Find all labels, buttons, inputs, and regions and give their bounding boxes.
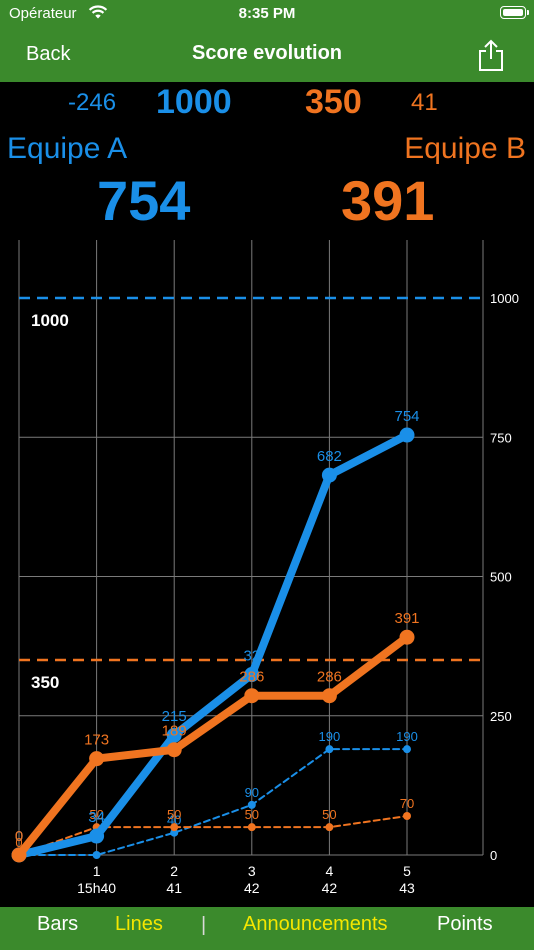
data-label: 754 — [394, 408, 419, 425]
data-label: 32 — [243, 648, 260, 665]
team-b-name: Equipe B — [404, 132, 526, 165]
data-point-round — [403, 812, 411, 821]
data-point-total — [244, 688, 260, 704]
data-point-total — [321, 467, 337, 483]
share-icon[interactable] — [476, 38, 506, 72]
data-point-total — [166, 742, 182, 758]
data-point-round — [325, 745, 334, 754]
series-line-round — [18, 815, 408, 856]
tab-bars[interactable]: Bars — [37, 913, 79, 935]
x-tick-label: 2 — [170, 863, 178, 879]
data-label: 90 — [245, 785, 259, 800]
team-b-target: 350 — [305, 83, 362, 121]
data-label: 50 — [322, 807, 336, 822]
data-point-total — [244, 667, 260, 683]
data-label: 0 — [15, 828, 23, 845]
data-point-round — [247, 823, 256, 832]
data-point-total — [399, 427, 415, 443]
x-sub-label: 15h40 — [77, 880, 116, 896]
x-sub-label: 42 — [322, 880, 338, 896]
x-sub-label: 42 — [244, 880, 260, 896]
wifi-icon — [88, 5, 108, 19]
data-label: 189 — [162, 723, 187, 740]
tab-separator: | — [201, 914, 207, 936]
data-label: 190 — [319, 729, 341, 744]
data-label: 682 — [317, 448, 342, 465]
data-label: 40 — [167, 813, 181, 828]
series-line-round — [18, 748, 408, 856]
team-a-name: Equipe A — [7, 132, 128, 165]
y-tick-label: 1000 — [490, 291, 519, 306]
page-title: Score evolution — [191, 42, 343, 64]
tab-announcements[interactable]: Announcements — [243, 913, 388, 935]
data-label: 215 — [162, 708, 187, 725]
x-tick-label: 5 — [403, 863, 411, 879]
data-point-total — [321, 688, 337, 704]
status-time: 8:35 PM — [238, 5, 296, 22]
data-point-round — [92, 851, 101, 859]
team-a-total: 754 — [97, 169, 191, 232]
x-sub-label: 43 — [399, 880, 415, 896]
team-b-diff: 41 — [411, 89, 438, 116]
back-button[interactable]: Back — [26, 43, 71, 65]
data-label: 50 — [89, 807, 103, 822]
carrier-name: Opérateur — [9, 5, 77, 22]
data-label: 50 — [167, 807, 181, 822]
data-point-round — [403, 745, 411, 754]
y-tick-label: 0 — [490, 848, 497, 863]
series-line-total — [15, 633, 411, 859]
data-point-total — [89, 751, 105, 767]
data-label: 70 — [400, 796, 414, 811]
status-bar: Opérateur 8:35 PM — [0, 0, 534, 26]
y-tick-label: 750 — [490, 430, 512, 445]
data-point-total — [89, 828, 105, 844]
team-a-target: 1000 — [156, 83, 232, 121]
data-point-round — [325, 823, 334, 832]
data-label: 34 — [88, 809, 105, 826]
team-a-diff: -246 — [68, 89, 117, 116]
tab-lines[interactable]: Lines — [115, 913, 163, 935]
data-label: 190 — [396, 729, 418, 744]
x-tick-label: 4 — [326, 863, 334, 879]
target-label: 350 — [31, 673, 59, 692]
x-tick-label: 3 — [248, 863, 256, 879]
series-line-total — [15, 431, 411, 859]
y-tick-label: 500 — [490, 570, 512, 585]
data-label: 50 — [245, 807, 259, 822]
data-label: 173 — [84, 732, 109, 749]
target-label: 1000 — [31, 311, 69, 330]
data-point-round — [170, 828, 179, 837]
y-tick-label: 250 — [490, 709, 512, 724]
tab-points[interactable]: Points — [437, 913, 493, 935]
data-point-round — [247, 800, 256, 809]
x-sub-label: 41 — [166, 880, 182, 896]
data-point-total — [399, 629, 415, 645]
data-point-round — [170, 823, 179, 832]
battery-icon — [500, 6, 529, 19]
data-point-total — [166, 727, 182, 743]
navigation-bar: Back Score evolution — [0, 26, 534, 82]
data-label: 0 — [15, 828, 23, 845]
data-label: 286 — [317, 669, 342, 686]
data-label: 391 — [394, 610, 419, 627]
tab-bar: Bars Lines | Announcements Points — [0, 907, 534, 950]
data-label: 286 — [239, 669, 264, 686]
x-tick-label: 1 — [93, 863, 101, 879]
data-label: 0 — [15, 835, 22, 850]
data-point-total — [11, 847, 27, 863]
team-b-total: 391 — [341, 169, 435, 232]
